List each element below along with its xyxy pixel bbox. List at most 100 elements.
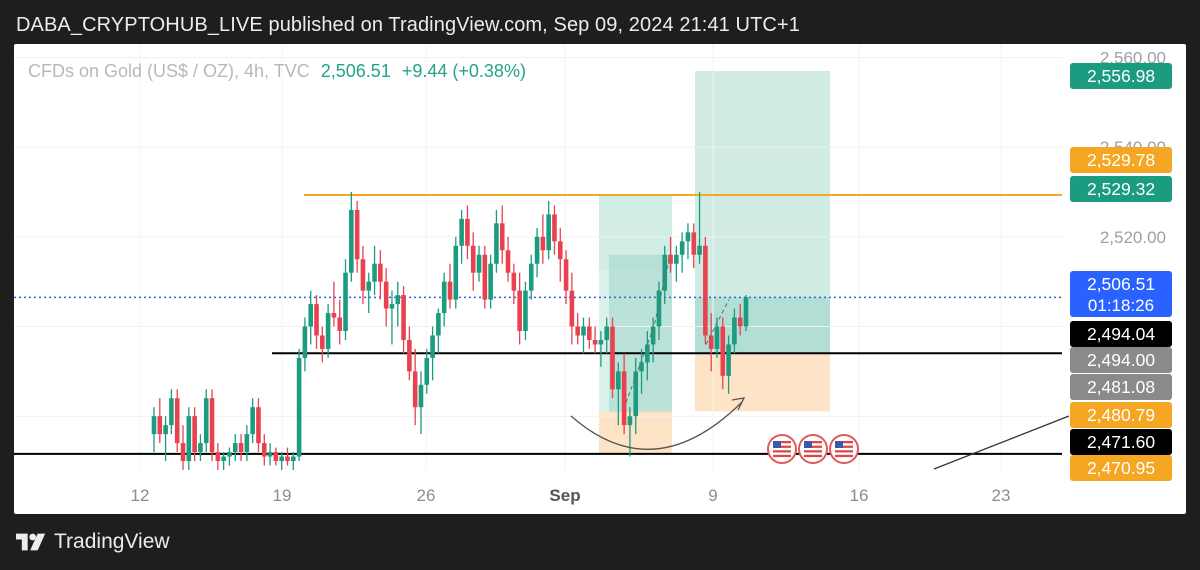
price-tag-value: 2,494.04 (1087, 324, 1155, 344)
candle-body (447, 281, 453, 300)
candle-body (302, 326, 308, 358)
price-tag-value: 2,506.51 (1087, 274, 1155, 294)
brand-name: TradingView (54, 530, 170, 553)
candle-body (244, 434, 250, 453)
candle-body (499, 223, 505, 251)
candle-body (151, 416, 157, 435)
candle-body (290, 456, 296, 462)
candle-body (726, 344, 731, 376)
footer-brand[interactable]: TradingView (16, 530, 170, 554)
flag-stripe (773, 445, 791, 448)
candle-body (209, 398, 215, 453)
candle-body (517, 290, 522, 331)
flag-stripe (773, 450, 791, 453)
candle-body (186, 416, 192, 462)
us-flag-event-icon (767, 434, 797, 464)
price-tag (1070, 147, 1172, 173)
candle-body (424, 357, 430, 385)
price-tag (1070, 347, 1172, 373)
candle-body (349, 209, 354, 273)
candle-body (616, 371, 621, 390)
candle-body (656, 290, 662, 327)
candle-body (430, 335, 435, 358)
candle-body (180, 443, 186, 462)
price-tag-value: 2,470.95 (1087, 458, 1155, 478)
candle-body (331, 313, 337, 318)
candle-body (337, 317, 343, 331)
flag-canton (773, 441, 781, 448)
candle-body (592, 339, 598, 345)
candle-body (470, 245, 476, 273)
candle-body (557, 241, 563, 260)
price-tag-value: 2,471.60 (1087, 432, 1155, 452)
candle-body (476, 254, 482, 273)
candle-body (157, 416, 163, 435)
candle-body (621, 371, 627, 426)
candle-body (203, 398, 209, 444)
price-tag (1070, 402, 1172, 428)
candle-body (737, 317, 743, 327)
candle-body (668, 254, 673, 264)
candle-body (575, 326, 580, 336)
x-tick-label: 23 (992, 486, 1011, 505)
position-2-stop-zone (695, 353, 830, 412)
price-chart[interactable]: 2,560.002,540.002,520.00 121926Sep91623 … (14, 44, 1186, 514)
x-tick-label: 19 (273, 486, 292, 505)
flag-stripe (835, 441, 853, 444)
candle-body (453, 245, 459, 300)
symbol-legend: CFDs on Gold (US$ / OZ), 4h, TVC 2,506.5… (28, 61, 526, 82)
candle-body (505, 250, 511, 273)
time-axis: 12 19 26 Sep 9 16 23 (131, 486, 1011, 505)
candle-body (523, 290, 528, 331)
candle-body (354, 209, 360, 260)
candle-body (720, 326, 726, 376)
candle-body (488, 263, 493, 300)
candle-body (273, 452, 279, 462)
candle-body (198, 443, 203, 453)
price-tag (1070, 176, 1172, 202)
candle-body (482, 254, 488, 300)
candle-body (325, 313, 331, 349)
candle-body (459, 218, 464, 246)
us-flag-event-icon (798, 434, 828, 464)
candle-body (691, 232, 697, 255)
candle-body (320, 335, 325, 349)
tradingview-logo-icon (16, 533, 46, 551)
price-tag-value: 2,494.00 (1087, 350, 1155, 370)
candle-body (627, 416, 633, 426)
candle-body (563, 259, 569, 291)
x-tick-label: 16 (850, 486, 869, 505)
candle-body (285, 456, 290, 462)
flag-stripe (835, 445, 853, 448)
candle-body (581, 326, 586, 336)
candle-body (586, 326, 592, 340)
publish-header: DABA_CRYPTOHUB_LIVE published on Trading… (16, 14, 800, 36)
price-tag (1070, 321, 1172, 347)
chart-panel[interactable]: 2,560.002,540.002,520.00 121926Sep91623 … (14, 44, 1186, 514)
flag-stripe (804, 454, 822, 458)
flag-canton (835, 441, 843, 448)
candle-body (534, 236, 540, 264)
candle-body (296, 357, 302, 457)
candle-body (169, 398, 174, 426)
candle-body (360, 259, 366, 291)
candle-body (604, 326, 610, 340)
candle-body (610, 326, 615, 390)
candle-body (633, 371, 639, 417)
candle-body (697, 245, 702, 255)
candle-body (163, 425, 168, 435)
candle-body (528, 263, 534, 291)
y-tick-label: 2,560.00 (1100, 48, 1166, 67)
curved-arrow (570, 401, 743, 450)
price-tag-value: 2,529.32 (1087, 179, 1155, 199)
candle-body (650, 326, 656, 345)
candle-body (679, 241, 685, 255)
candle-body (662, 254, 668, 291)
candle-body (418, 384, 424, 408)
candle-body (569, 290, 575, 327)
chart-grid (14, 44, 1062, 470)
flag-stripe (773, 441, 791, 444)
x-tick-label: Sep (549, 486, 580, 505)
candle-body (227, 452, 232, 457)
x-tick-label: 26 (417, 486, 436, 505)
